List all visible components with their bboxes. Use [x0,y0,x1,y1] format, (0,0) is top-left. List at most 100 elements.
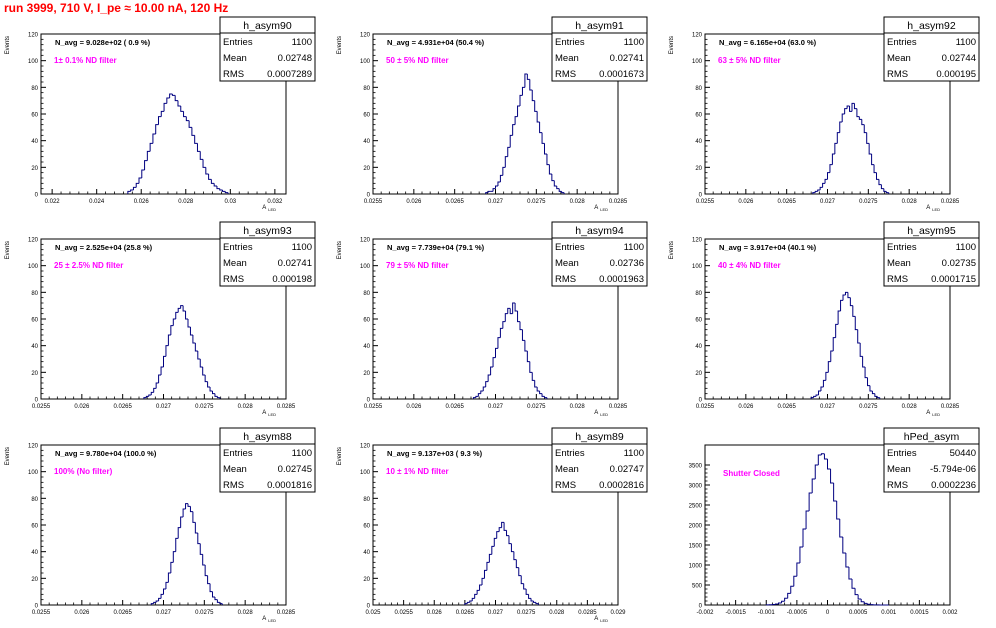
histogram-bin [547,154,549,165]
histogram-bin [857,109,859,117]
x-axis-label-main: A [262,410,266,416]
y-tick-label: 0 [699,193,703,199]
x-tick-label: 0.0275 [527,199,546,205]
histogram-bin [877,173,879,180]
stats-rms-value: 0.0001963 [599,274,644,285]
stats-entries-label: Entries [887,242,917,253]
y-tick-label: 20 [31,371,38,377]
histogram-bin [470,601,472,602]
histogram-bin [491,367,493,375]
histogram-bin [872,154,874,165]
x-tick-label: 0.032 [267,199,283,205]
y-tick-label: 40 [31,550,38,556]
stats-mean-value: 0.02736 [610,258,644,269]
histogram-bin [841,300,843,311]
histogram-bin [161,367,163,375]
histogram-bin [825,179,827,183]
histogram-bin [837,501,840,519]
histogram-bin [494,538,496,546]
histogram-bin [159,375,161,383]
x-tick-label: 0.0255 [696,199,715,205]
stats-entries-label: Entries [223,37,253,48]
histogram-bin [881,185,883,189]
histogram-bin [525,340,527,351]
x-tick-label: 0.0255 [32,404,51,410]
histogram-bin [478,394,480,397]
histogram-bin [509,536,511,544]
histogram-bin [171,326,173,335]
histogram-bin [172,94,175,95]
x-tick-label: 0.028 [902,404,918,410]
histogram-bin [217,600,219,603]
x-tick-label: -0.002 [696,610,714,616]
y-tick-label: 100 [692,59,703,65]
histogram-bin [526,589,528,594]
stats-rms-label: RMS [887,274,908,285]
y-tick-label: 20 [695,166,702,172]
y-tick-label: 40 [695,139,702,145]
histogram-bin [192,127,195,135]
histogram-bin [838,311,840,324]
stats-rms-value: 0.000198 [272,274,312,285]
x-tick-label: 0.0015 [910,610,929,616]
stats-entries-value: 1100 [292,242,312,253]
histogram-bin [215,394,217,397]
x-tick-label: 0.025 [365,610,381,616]
histogram-bin [225,191,228,192]
x-tick-label: 0 [826,610,830,616]
histogram-bin [161,594,163,598]
x-tick-label: 0.026 [406,199,422,205]
x-tick-label: 0.0285 [941,199,960,205]
histogram-bin [190,506,192,511]
x-tick-label: 0.0255 [364,199,383,205]
histogram-bin [159,598,161,601]
y-tick-label: 100 [360,264,371,270]
x-tick-label: 0.028 [238,404,254,410]
y-tick-label: 100 [28,264,39,270]
y-tick-label: 20 [363,371,370,377]
histogram-bin [861,599,864,602]
histogram-bin [820,187,822,190]
y-tick-label: 100 [692,264,703,270]
stats-mean-value: 0.02747 [610,464,644,475]
histogram-bin [176,312,178,319]
y-axis-label: Events [669,241,675,259]
y-tick-label: 20 [363,166,370,172]
histogram-bin [849,567,852,579]
histogram-bin [837,133,839,144]
histogram-bin [504,522,506,530]
x-tick-label: 0.0285 [277,404,296,410]
histogram-bin [175,95,178,100]
histogram-bin [183,306,185,311]
histogram-bin [522,330,524,341]
histogram-bin [833,338,835,351]
n-avg-label: N_avg = 9.137e+03 ( 9.3 %) [387,449,483,458]
x-tick-label: 0.027 [488,199,504,205]
y-axis-label: Events [337,447,343,465]
y-tick-label: 1000 [689,564,703,570]
histogram-bin [877,396,879,397]
y-tick-label: 100 [360,470,371,476]
histogram-bin [156,125,159,134]
x-tick-label: 0.026 [134,199,150,205]
histogram-bin [477,590,479,594]
histogram-bin [846,553,849,567]
y-tick-label: 3000 [689,484,703,490]
histogram-bin [775,604,778,605]
y-tick-label: 100 [28,470,39,476]
histogram-bin [195,522,197,533]
stats-entries-value: 1100 [292,37,312,48]
histogram-bin [153,134,156,143]
histogram-bin [510,135,512,147]
histogram-bin [217,396,219,397]
histogram-bin [815,465,818,479]
x-tick-label: 0.0255 [32,610,51,616]
histogram-bin [178,308,180,312]
histogram-bin [812,479,815,493]
histogram-bin [874,165,876,173]
histogram-bin [151,392,153,395]
